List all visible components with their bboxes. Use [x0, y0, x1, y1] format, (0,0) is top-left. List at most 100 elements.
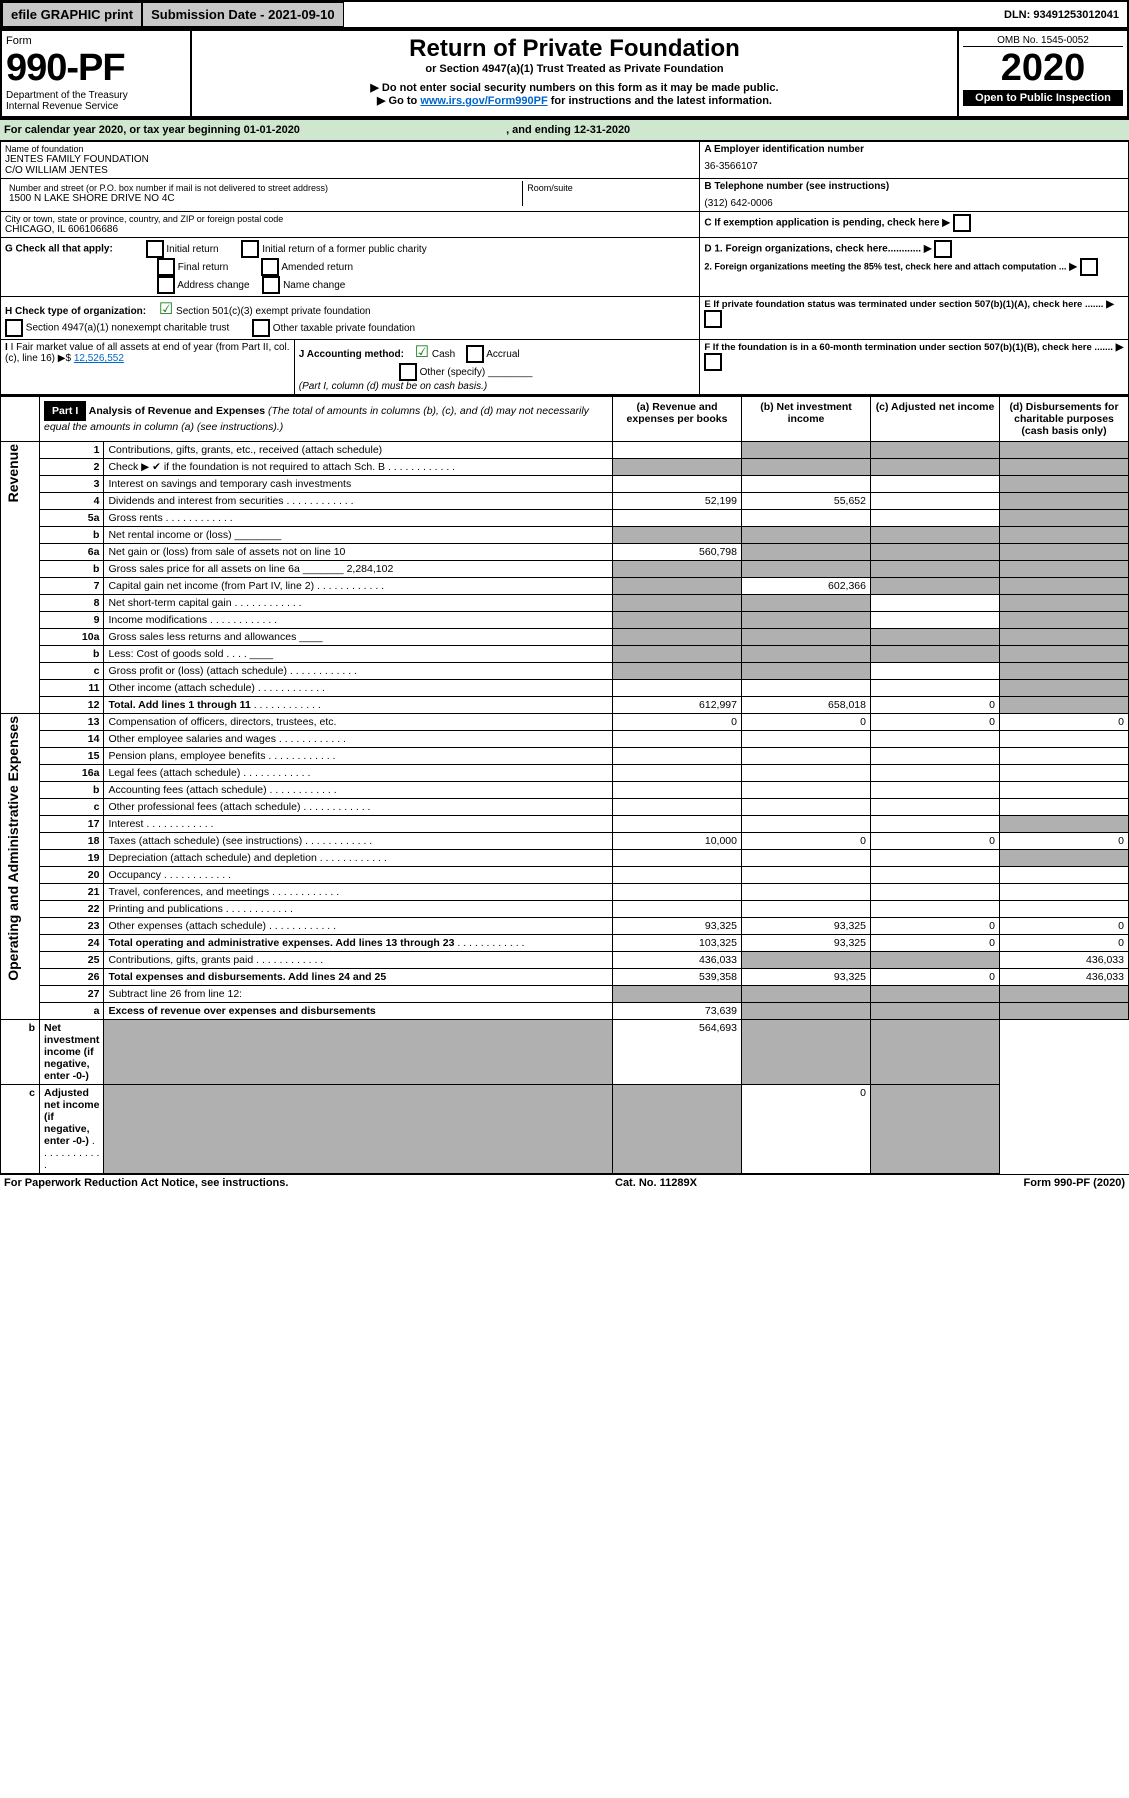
form-header: Form 990-PF Department of the Treasury I… [0, 29, 1129, 118]
data-cell [613, 765, 742, 782]
data-cell [742, 1020, 871, 1085]
g-name-checkbox[interactable] [262, 276, 280, 294]
data-cell [1000, 629, 1129, 646]
data-cell [871, 1020, 1000, 1085]
data-cell [871, 901, 1000, 918]
data-cell: 93,325 [742, 935, 871, 952]
data-cell [871, 782, 1000, 799]
data-cell [742, 782, 871, 799]
data-cell [742, 510, 871, 527]
tax-year: 2020 [963, 47, 1123, 90]
foundation-name2: C/O WILLIAM JENTES [5, 165, 695, 176]
j-accrual-checkbox[interactable] [466, 345, 484, 363]
data-cell [613, 1085, 742, 1174]
line-description: Subtract line 26 from line 12: [104, 986, 613, 1003]
footer-mid: Cat. No. 11289X [615, 1177, 697, 1189]
instructions-link[interactable]: www.irs.gov/Form990PF [420, 95, 547, 107]
data-cell [1000, 612, 1129, 629]
j-accrual: Accrual [486, 349, 519, 360]
h2-text: Section 4947(a)(1) nonexempt charitable … [26, 323, 229, 334]
cal-year-mid: , and ending [506, 124, 574, 136]
addr-label: Number and street (or P.O. box number if… [9, 183, 518, 193]
data-cell [1000, 561, 1129, 578]
g-label: G Check all that apply: [5, 244, 113, 255]
data-cell [613, 527, 742, 544]
data-cell: 0 [742, 714, 871, 731]
line-number: 21 [40, 884, 104, 901]
data-cell [1000, 680, 1129, 697]
col-c-header: (c) Adjusted net income [871, 396, 1000, 442]
h1-text: Section 501(c)(3) exempt private foundat… [176, 306, 371, 317]
line-number: b [40, 527, 104, 544]
line-description: Capital gain net income (from Part IV, l… [104, 578, 613, 595]
data-cell [1000, 595, 1129, 612]
i-text: I Fair market value of all assets at end… [5, 342, 290, 364]
submission-date-button[interactable]: Submission Date - 2021-09-10 [142, 2, 344, 27]
data-cell [613, 867, 742, 884]
dept-treasury: Department of the Treasury [6, 90, 186, 101]
line-number: 12 [40, 697, 104, 714]
data-cell [1000, 867, 1129, 884]
omb-number: OMB No. 1545-0052 [963, 35, 1123, 47]
h2-checkbox[interactable] [5, 319, 23, 337]
data-cell: 52,199 [613, 493, 742, 510]
irs-label: Internal Revenue Service [6, 101, 186, 112]
footer-right: Form 990-PF (2020) [1024, 1177, 1125, 1189]
g-final: Final return [178, 262, 229, 273]
data-cell [742, 952, 871, 969]
j-other-checkbox[interactable] [399, 363, 417, 381]
data-cell [613, 510, 742, 527]
j-cash-checkbox[interactable]: ☑ [415, 344, 429, 361]
line-description: Total expenses and disbursements. Add li… [104, 969, 613, 986]
c-checkbox[interactable] [953, 214, 971, 232]
name-label: Name of foundation [5, 144, 695, 154]
d1-checkbox[interactable] [934, 240, 952, 258]
data-cell: 0 [742, 1085, 871, 1174]
data-cell [742, 459, 871, 476]
h3-checkbox[interactable] [252, 319, 270, 337]
data-cell [871, 748, 1000, 765]
line-description: Dividends and interest from securities [104, 493, 613, 510]
h1-checkbox-checked[interactable]: ☑ [159, 301, 173, 318]
data-cell [613, 612, 742, 629]
line-number: 20 [40, 867, 104, 884]
line-number: 8 [40, 595, 104, 612]
data-cell: 0 [1000, 714, 1129, 731]
g-amended-checkbox[interactable] [261, 258, 279, 276]
efile-print-button[interactable]: efile GRAPHIC print [2, 2, 142, 27]
line-description: Other expenses (attach schedule) [104, 918, 613, 935]
g-final-checkbox[interactable] [157, 258, 175, 276]
fmv-value-link[interactable]: 12,526,552 [74, 353, 124, 364]
d2-checkbox[interactable] [1080, 258, 1098, 276]
data-cell [871, 442, 1000, 459]
j-label: J Accounting method: [299, 349, 404, 360]
note-goto-pre: ▶ Go to [377, 95, 420, 107]
data-cell: 93,325 [742, 969, 871, 986]
data-cell [613, 799, 742, 816]
data-cell [871, 799, 1000, 816]
data-cell [871, 952, 1000, 969]
data-cell [1000, 442, 1129, 459]
cal-year-end: 12-31-2020 [574, 124, 630, 136]
form-word: Form [6, 35, 186, 47]
f-checkbox[interactable] [704, 353, 722, 371]
form-title: Return of Private Foundation [196, 35, 953, 63]
line-number: 22 [40, 901, 104, 918]
data-cell [742, 986, 871, 1003]
g-initial-checkbox[interactable] [146, 240, 164, 258]
data-cell: 0 [871, 714, 1000, 731]
line-description: Adjusted net income (if negative, enter … [40, 1085, 104, 1174]
data-cell [1000, 799, 1129, 816]
data-cell: 0 [1000, 918, 1129, 935]
data-cell: 103,325 [613, 935, 742, 952]
g-addr-checkbox[interactable] [157, 276, 175, 294]
j-note: (Part I, column (d) must be on cash basi… [299, 381, 487, 392]
data-cell [1000, 816, 1129, 833]
data-cell [613, 884, 742, 901]
data-cell: 539,358 [613, 969, 742, 986]
g-initial-pub-checkbox[interactable] [241, 240, 259, 258]
e-checkbox[interactable] [704, 310, 722, 328]
line-number: 15 [40, 748, 104, 765]
data-cell [871, 527, 1000, 544]
data-cell [742, 748, 871, 765]
